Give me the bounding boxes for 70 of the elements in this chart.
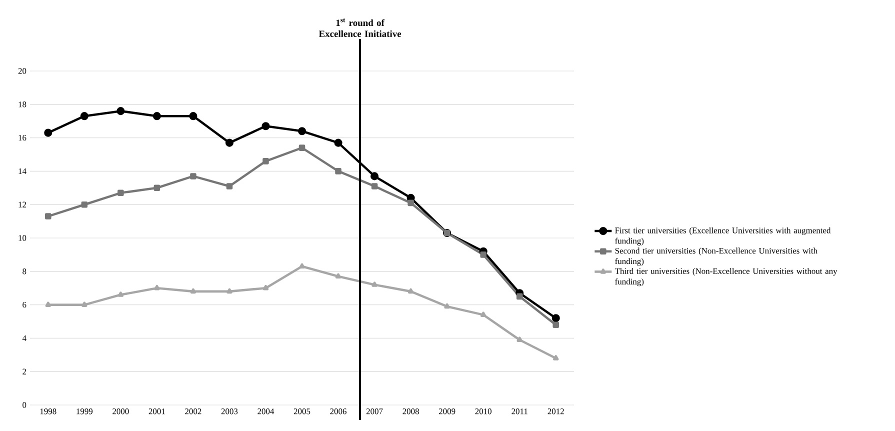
y-tick-label: 16 (18, 134, 26, 141)
y-tick-label: 6 (22, 302, 26, 308)
point (444, 303, 450, 309)
point (116, 107, 125, 116)
point (371, 183, 378, 190)
legend-label: First tier universities (Excellence Universities with augmented funding) (615, 227, 831, 246)
x-tick-label: 2002 (185, 408, 202, 414)
point (154, 184, 160, 192)
x-tick-label: 2011 (512, 408, 528, 414)
x-tick-label: 2010 (475, 408, 492, 414)
point (118, 292, 124, 297)
point (516, 293, 523, 300)
y-tick-label: 4 (22, 335, 26, 341)
x-tick-label: 2012 (548, 408, 564, 414)
point (81, 201, 88, 208)
y-tick-label: 2 (22, 368, 26, 374)
point (118, 190, 124, 196)
point (262, 122, 270, 130)
ref-line-label: 1$^{st}$ round of Excellence Initiative (318, 18, 402, 38)
point (80, 112, 88, 120)
point (372, 282, 378, 287)
y-tick-label: 12 (18, 202, 26, 208)
x-tick-label: 2008 (402, 408, 419, 414)
point (298, 144, 306, 151)
x-tick-label: 2006 (330, 408, 346, 414)
y-tick-label: 10 (18, 235, 26, 241)
point (480, 312, 486, 317)
y-tick-label: 8 (22, 268, 26, 274)
point (226, 288, 232, 294)
point (225, 138, 234, 147)
point (262, 284, 269, 290)
point (552, 314, 560, 322)
point (335, 168, 342, 174)
point (189, 112, 198, 120)
x-tick-label: 2000 (112, 408, 129, 414)
x-tick-label: 2009 (438, 408, 456, 414)
point (370, 172, 379, 180)
point (44, 213, 52, 220)
point (44, 128, 52, 137)
point (152, 112, 161, 120)
point (408, 200, 414, 206)
y-tick-label: 18 (18, 102, 26, 108)
point (480, 252, 486, 258)
point (190, 173, 196, 180)
point (552, 322, 560, 328)
x-tick-label: 2001 (148, 408, 165, 414)
point (262, 158, 269, 164)
y-tick-label: 14 (18, 168, 26, 174)
legend-label: Third tier universities (Non-Excellence Universities without any funding) (614, 268, 838, 286)
point (516, 336, 522, 342)
point (408, 288, 414, 294)
x-tick-label: 2007 (366, 408, 383, 414)
x-tick-label: 2003 (221, 408, 238, 414)
point (298, 127, 306, 136)
point (334, 138, 342, 147)
point (45, 302, 52, 307)
x-tick-label: 1998 (40, 408, 56, 414)
x-tick-label: 2005 (294, 408, 310, 414)
y-tick-label: 0 (22, 402, 26, 408)
point (553, 355, 559, 360)
point (154, 284, 160, 290)
legend-label: Second tier universities (Non-Excellence Universities with funding) (615, 248, 818, 266)
point (335, 273, 342, 279)
x-tick-label: 1999 (76, 408, 93, 414)
point (226, 183, 233, 190)
point (299, 263, 305, 269)
y-tick-label: 20 (18, 68, 26, 74)
x-tick-label: 2004 (258, 408, 274, 414)
point (190, 288, 196, 294)
point (82, 302, 88, 307)
